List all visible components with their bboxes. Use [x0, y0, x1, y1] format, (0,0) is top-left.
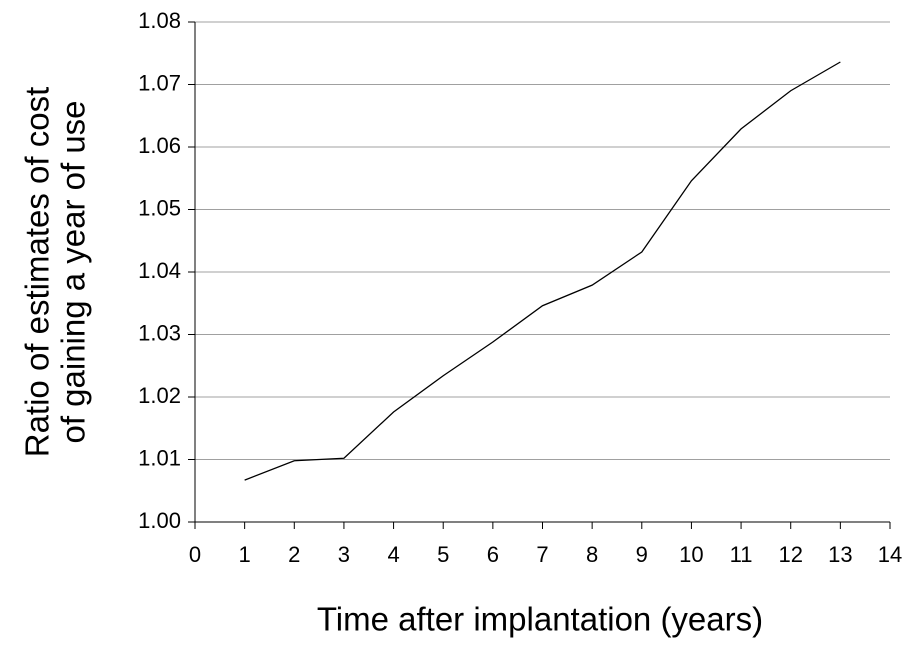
- x-tick-label: 2: [288, 542, 300, 567]
- y-tick-label: 1.04: [138, 258, 181, 283]
- y-tick-label: 1.02: [138, 383, 181, 408]
- x-tick-label: 6: [487, 542, 499, 567]
- x-tick-label: 1: [239, 542, 251, 567]
- x-tick-label: 10: [679, 542, 703, 567]
- x-tick-label: 3: [338, 542, 350, 567]
- x-tick-label: 5: [437, 542, 449, 567]
- x-tick-label: 13: [828, 542, 852, 567]
- y-tick-label: 1.00: [138, 508, 181, 533]
- y-tick-label: 1.03: [138, 320, 181, 345]
- y-axis-label-line: Ratio of estimates of cost: [19, 87, 56, 458]
- x-tick-label: 9: [636, 542, 648, 567]
- y-tick-label: 1.05: [138, 195, 181, 220]
- y-tick-label: 1.08: [138, 8, 181, 33]
- x-axis-label: Time after implantation (years): [317, 601, 763, 638]
- y-tick-label: 1.06: [138, 133, 181, 158]
- x-tick-label: 7: [536, 542, 548, 567]
- x-tick-label: 11: [730, 542, 753, 567]
- y-tick-label: 1.01: [138, 445, 181, 470]
- y-tick-label: 1.07: [138, 70, 181, 95]
- x-tick-label: 14: [878, 542, 902, 567]
- x-tick-label: 4: [387, 542, 399, 567]
- x-tick-label: 0: [189, 542, 201, 567]
- y-axis-label: Ratio of estimates of cost of gaining a …: [19, 87, 92, 458]
- y-axis-label-line: of gaining a year of use: [55, 100, 92, 443]
- x-tick-label: 8: [586, 542, 598, 567]
- x-tick-label: 12: [778, 542, 802, 567]
- data-line: [244, 61, 841, 481]
